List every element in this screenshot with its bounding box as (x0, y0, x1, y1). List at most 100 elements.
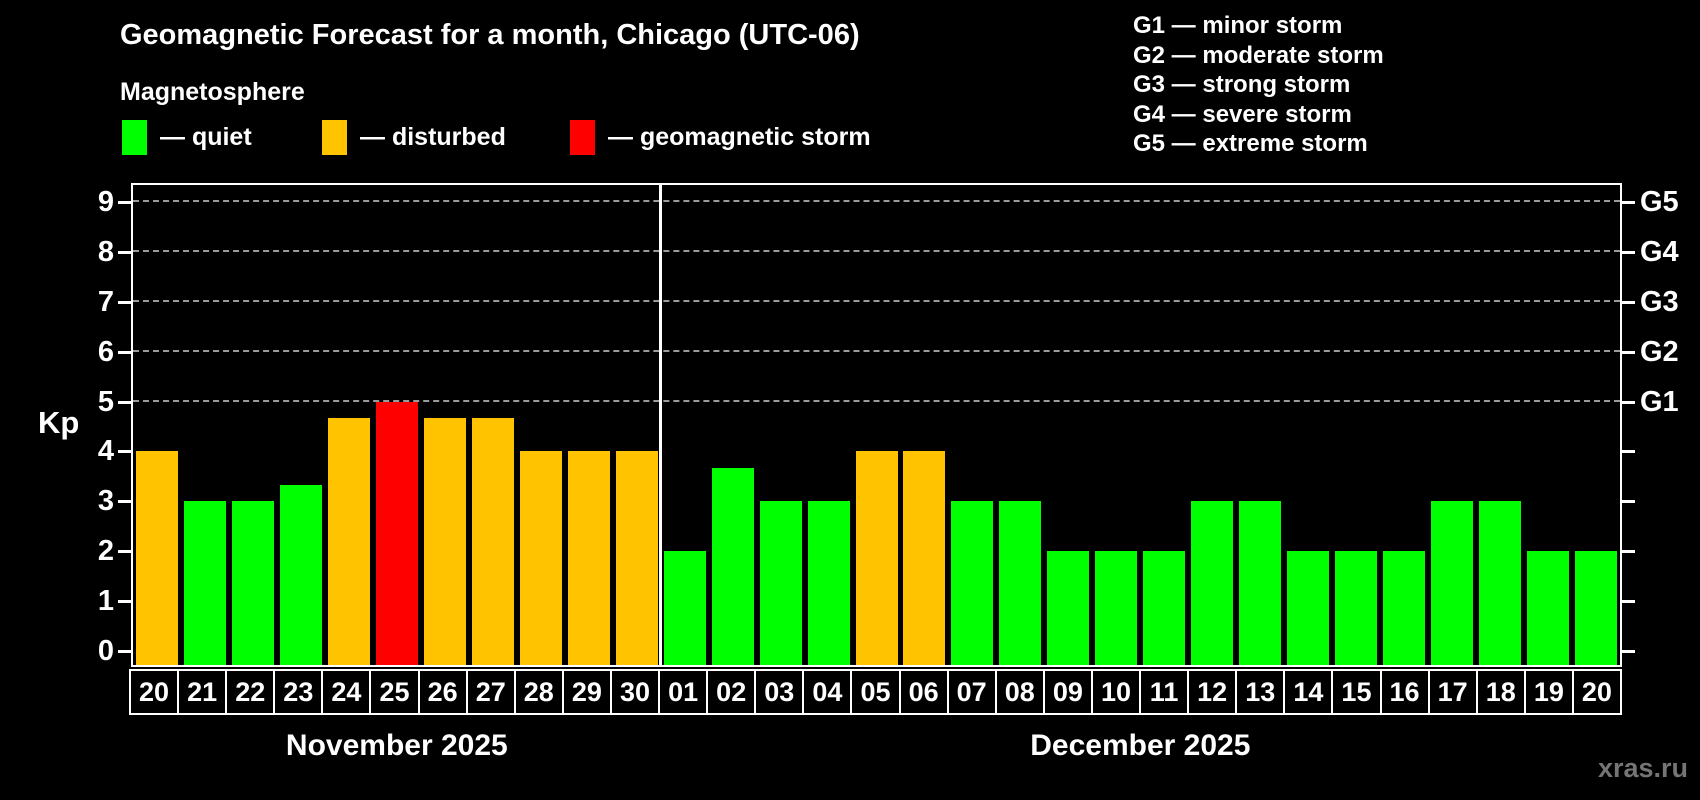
storm-scale-line-G5: G5 — extreme storm (1133, 130, 1368, 158)
right-tick-7 (1622, 300, 1635, 304)
y-axis-title: Kp (38, 405, 80, 440)
g-scale-label-G4: G4 (1640, 235, 1679, 268)
date-cell-16: 16 (1379, 669, 1430, 715)
date-cell-29: 29 (561, 669, 612, 715)
date-cell-27: 27 (465, 669, 516, 715)
left-tick-4 (118, 450, 131, 454)
right-tick-6 (1622, 350, 1635, 354)
g-scale-label-G1: G1 (1640, 385, 1679, 418)
g-scale-label-G3: G3 (1640, 285, 1679, 318)
kp-bar-04 (807, 501, 850, 665)
date-cell-08: 08 (994, 669, 1045, 715)
page-title: Geomagnetic Forecast for a month, Chicag… (120, 19, 860, 51)
kp-bar-16 (1383, 551, 1426, 665)
storm-scale-line-G3: G3 — strong storm (1133, 71, 1351, 99)
legend-swatch-disturbed (322, 120, 347, 155)
kp-bar-30 (615, 451, 658, 665)
magnetosphere-label: Magnetosphere (120, 78, 305, 106)
date-axis: 20 21 22 23 24 25 26 27 28 29 30 01 02 03 04 05 06 07 08 09… (129, 669, 1622, 715)
kp-bar-27 (471, 417, 514, 665)
legend-swatch-quiet (122, 120, 147, 155)
right-tick-1 (1622, 600, 1635, 604)
kp-bar-29 (567, 451, 610, 665)
date-cell-07: 07 (946, 669, 997, 715)
g-scale-label-G5: G5 (1640, 185, 1679, 218)
y-tick-label-1: 1 (97, 585, 114, 618)
date-cell-22: 22 (225, 669, 276, 715)
gridline-kp9 (133, 199, 1620, 202)
date-cell-20: 20 (129, 669, 180, 715)
kp-bar-08 (999, 501, 1042, 665)
gridline-kp6 (133, 349, 1620, 352)
kp-bar-23 (279, 484, 322, 665)
kp-bar-24 (327, 417, 370, 665)
y-tick-label-9: 9 (97, 185, 114, 218)
kp-bar-02 (711, 467, 754, 665)
kp-bar-28 (519, 451, 562, 665)
left-tick-0 (118, 650, 131, 653)
kp-bar-10 (1095, 551, 1138, 665)
storm-scale-line-G2: G2 — moderate storm (1133, 41, 1384, 69)
y-tick-label-8: 8 (97, 235, 114, 268)
left-tick-1 (118, 600, 131, 604)
date-cell-30: 30 (609, 669, 661, 715)
storm-scale-line-G1: G1 — minor storm (1133, 12, 1343, 39)
chart-plot-area (131, 183, 1622, 667)
date-cell-05: 05 (850, 669, 901, 715)
g-scale-label-G2: G2 (1640, 335, 1679, 368)
kp-bar-01 (663, 551, 706, 665)
date-cell-14: 14 (1283, 669, 1334, 715)
watermark: xras.ru (1597, 753, 1688, 783)
date-cell-17: 17 (1427, 669, 1478, 715)
left-tick-5 (118, 400, 131, 404)
right-tick-8 (1622, 250, 1635, 254)
date-cell-02: 02 (706, 669, 757, 715)
y-tick-label-4: 4 (97, 435, 114, 468)
left-tick-6 (118, 350, 131, 354)
y-tick-label-0: 0 (97, 635, 114, 667)
month-separator (659, 185, 663, 665)
right-tick-2 (1622, 550, 1635, 554)
kp-bar-22 (231, 501, 274, 665)
date-cell-15: 15 (1331, 669, 1382, 715)
kp-bar-12 (1191, 501, 1234, 665)
kp-bar-14 (1287, 551, 1330, 665)
gridline-kp5 (133, 399, 1620, 402)
date-cell-25: 25 (369, 669, 420, 715)
date-cell-19: 19 (1523, 669, 1574, 715)
kp-bar-18 (1479, 501, 1522, 665)
date-cell-28: 28 (513, 669, 564, 715)
date-cell-24: 24 (321, 669, 372, 715)
y-tick-label-5: 5 (97, 385, 114, 418)
left-tick-8 (118, 250, 131, 254)
kp-bar-05 (855, 451, 898, 665)
kp-bar-20 (1575, 551, 1618, 665)
kp-bar-06 (903, 451, 946, 665)
kp-bar-15 (1335, 551, 1378, 665)
date-cell-20: 20 (1571, 669, 1622, 715)
month-label: November 2025 (285, 729, 508, 762)
date-cell-21: 21 (177, 669, 228, 715)
storm-scale-legend: G1 — minor storm G2 — moderate storm G3 — … (1133, 11, 1384, 159)
kp-bar-11 (1143, 551, 1186, 665)
kp-bar-25 (375, 401, 418, 665)
date-cell-13: 13 (1235, 669, 1286, 715)
right-tick-3 (1622, 500, 1635, 504)
date-cell-12: 12 (1187, 669, 1238, 715)
legend-item-disturbed: — disturbed (322, 120, 506, 155)
date-cell-26: 26 (417, 669, 468, 715)
storm-scale-line-G4: G4 — severe storm (1133, 100, 1352, 128)
date-cell-04: 04 (802, 669, 853, 715)
kp-bar-03 (759, 501, 802, 665)
date-cell-06: 06 (898, 669, 949, 715)
legend-label-storm: — geomagnetic storm (608, 123, 871, 151)
kp-bar-09 (1047, 551, 1090, 665)
date-cell-03: 03 (754, 669, 805, 715)
gridline-kp8 (133, 249, 1620, 252)
legend-label-disturbed: — disturbed (360, 123, 506, 151)
y-tick-label-7: 7 (97, 285, 114, 318)
kp-bar-17 (1431, 501, 1474, 665)
left-tick-7 (118, 300, 131, 304)
month-label: December 2025 (1030, 729, 1251, 762)
